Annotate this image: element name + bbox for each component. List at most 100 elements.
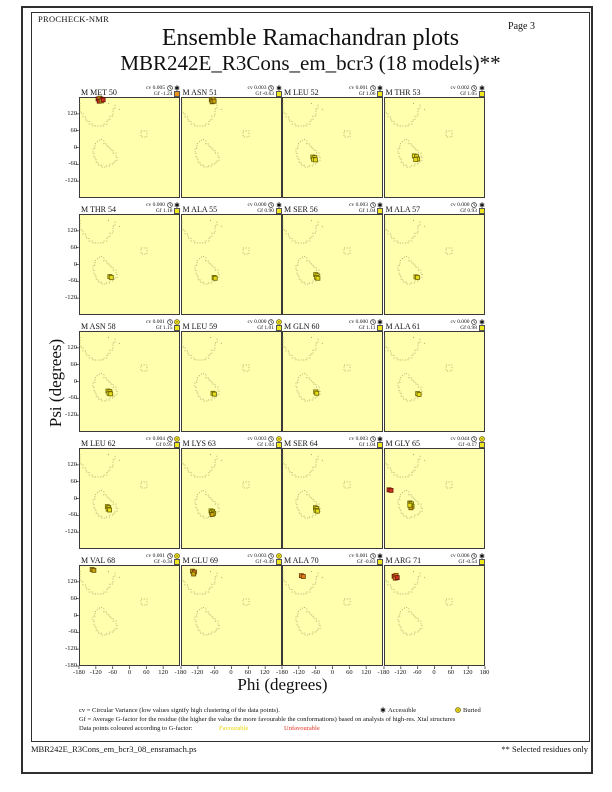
gf-color-box — [275, 559, 282, 565]
tick-label: 60 — [70, 594, 78, 602]
buried-disc-icon — [275, 436, 282, 442]
clock-icon — [471, 85, 477, 91]
cv-value: 0.003 — [254, 85, 267, 91]
ramachandran-subplot: M ARG 71 cv 0.006 Gf -0.54 — [383, 552, 485, 669]
subplot-stats: cv 0.000 Gf 0.93 — [451, 202, 485, 214]
cv-line: cv 0.003 — [349, 202, 383, 208]
ramachandran-plot — [282, 331, 383, 432]
legend: cv = Circular Variance (low values signi… — [79, 707, 579, 735]
cv-value: 0.001 — [152, 319, 165, 325]
subplot-stats: cv 0.003 Gf 1.04 — [349, 202, 383, 214]
gf-line: Gf -0.49 — [255, 559, 282, 565]
residue-label: M VAL 68 — [81, 556, 116, 565]
subplot-stats: cv 0.000 Gf 0.90 — [248, 202, 282, 214]
residue-label: M LEU 52 — [284, 88, 319, 97]
gf-value: 1.06 — [365, 91, 376, 97]
gf-color-box — [275, 442, 282, 448]
subplot-header: M GLY 65 cv 0.044 Gf -0.17 — [384, 435, 485, 448]
residue-label: M ALA 55 — [182, 205, 218, 214]
clock-icon — [471, 553, 477, 559]
gf-color-box — [377, 559, 383, 565]
gf-color-box — [174, 325, 180, 331]
cv-value: 0.003 — [254, 436, 267, 442]
ramachandran-subplot: M THR 54 cv 0.000 Gf 1.18 — [75, 201, 180, 315]
residue-label: M ASN 51 — [182, 88, 218, 97]
cv-value: 0.004 — [152, 436, 165, 442]
gf-line: Gf 1.05 — [460, 91, 485, 97]
cv-value: 0.000 — [152, 202, 165, 208]
residue-label: M LYS 63 — [182, 439, 216, 448]
cv-value: 0.003 — [254, 553, 267, 559]
page-number: Page 3 — [508, 21, 535, 32]
subplot-header: M ALA 61 cv 0.000 Gf 0.98 — [384, 318, 485, 331]
page-title: Ensemble Ramachandran plots — [161, 25, 460, 51]
cv-line: cv 0.001 — [349, 553, 383, 559]
gf-color-box — [275, 208, 282, 214]
cv-value: 0.044 — [457, 436, 470, 442]
footer-selected-note: ** Selected residues only — [501, 744, 588, 754]
subplot-stats: cv 0.000 Gf 0.98 — [451, 319, 485, 331]
gf-line: Gf 0.95 — [156, 442, 180, 448]
ramachandran-plot — [282, 97, 383, 198]
clock-icon — [268, 319, 274, 325]
gf-line: Gf -0.54 — [458, 559, 485, 565]
gf-color-box — [478, 325, 485, 331]
tick-label: -120 — [65, 645, 77, 653]
gf-value: 1.04 — [365, 208, 376, 214]
ramachandran-plot — [383, 214, 485, 315]
gf-line: Gf -0.63 — [255, 91, 282, 97]
tick-label: 0 — [73, 143, 77, 151]
ramachandran-plot — [75, 214, 180, 315]
accessible-star-icon — [377, 553, 383, 559]
tick-label: 0 — [73, 260, 77, 268]
clock-icon — [471, 436, 477, 442]
tick-label: -120 — [65, 177, 77, 185]
ramachandran-plot — [180, 214, 282, 315]
ramachandran-plot — [281, 565, 383, 669]
ramachandran-plot — [180, 331, 282, 432]
ramachandran-plot — [180, 565, 282, 669]
subplot-stats: cv 0.000 Gf 1.18 — [146, 202, 180, 214]
ramachandran-subplot: M MET 50 cv 0.005 Gf -1.24 — [75, 84, 180, 198]
gf-value: 1.01 — [264, 325, 274, 331]
cv-value: 0.000 — [355, 319, 368, 325]
gf-color-box — [478, 559, 485, 565]
gf-color-box — [174, 559, 180, 565]
subplot-stats: cv 0.001 Gf 1.06 — [349, 85, 383, 97]
subplot-header: M ASN 58 cv 0.001 Gf 1.15 — [79, 318, 180, 331]
ramachandran-subplot: M ASN 51 cv 0.003 Gf -0.63 — [180, 84, 282, 198]
subplot-stats: cv 0.001 Gf 1.15 — [146, 319, 180, 331]
gf-value: -0.54 — [465, 559, 477, 565]
residue-label: M ALA 57 — [385, 205, 421, 214]
cv-value: 0.005 — [152, 85, 165, 91]
cv-value: 0.001 — [355, 85, 368, 91]
clock-icon — [471, 202, 477, 208]
subplot-header: M ALA 57 cv 0.000 Gf 0.93 — [384, 201, 485, 214]
ramachandran-subplot: M ASN 58 cv 0.001 Gf 1.15 — [75, 318, 180, 432]
ramachandran-subplot: M VAL 68 cv 0.001 Gf -0.34 — [75, 552, 180, 669]
accessible-star-icon — [275, 202, 282, 208]
tick-label: 60 — [70, 477, 78, 485]
subplot-header: M THR 53 cv 0.002 Gf 1.05 — [384, 84, 485, 97]
gf-line: Gf 1.11 — [359, 325, 383, 331]
ramachandran-subplot: M SER 64 cv 0.003 Gf 1.04 — [282, 435, 383, 549]
cv-value: 0.000 — [457, 319, 470, 325]
clock-icon — [369, 553, 376, 559]
tick-label: 120 — [67, 460, 77, 468]
gf-value: -0.49 — [262, 559, 274, 565]
cv-value: 0.000 — [254, 202, 267, 208]
ramachandran-subplot: M LEU 59 cv 0.000 Gf 1.01 — [180, 318, 282, 432]
residue-label: M SER 64 — [284, 439, 318, 448]
subplot-stats: cv 0.003 Gf 1.04 — [248, 436, 282, 448]
clock-icon — [166, 202, 173, 208]
gf-value: 1.04 — [365, 442, 376, 448]
cv-line: cv 0.000 — [248, 202, 282, 208]
residue-label: M ASN 58 — [81, 322, 116, 331]
clock-icon — [369, 85, 376, 91]
accessible-star-icon — [478, 553, 485, 559]
gf-line: Gf 1.06 — [359, 91, 383, 97]
buried-disc-icon — [275, 319, 282, 325]
subplot-header: M ARG 71 cv 0.006 Gf -0.54 — [384, 552, 485, 565]
subplot-stats: cv 0.044 Gf -0.17 — [451, 436, 485, 448]
cv-line: cv 0.003 — [349, 436, 383, 442]
